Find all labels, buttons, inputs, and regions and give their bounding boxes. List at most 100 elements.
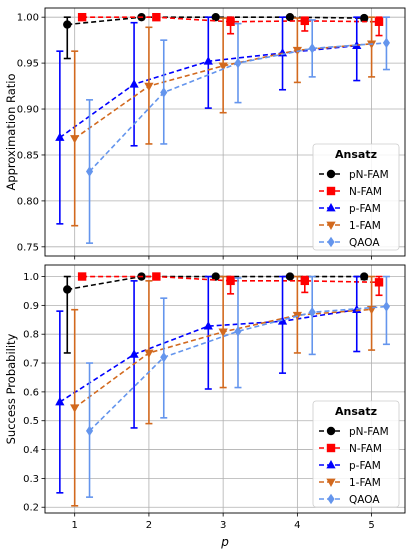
data-point xyxy=(70,404,80,413)
y-tick-label: 0.80 xyxy=(17,196,39,207)
chart-panel-2: 0.2 0.3 0.4 0.5 0.6 0.7 0.8 0.9 1.0 1 2 3 4 5 Success … xyxy=(4,264,406,531)
plot-frame xyxy=(44,264,406,514)
legend-marker xyxy=(326,459,336,469)
y-axis-label: Success Probability xyxy=(4,333,18,444)
series-N-FAM xyxy=(77,12,384,37)
data-point xyxy=(234,326,242,337)
legend-item: p-FAM xyxy=(319,202,381,215)
data-point xyxy=(382,37,391,49)
data-point xyxy=(226,17,235,26)
series-QAOA xyxy=(85,275,391,498)
series-1-FAM xyxy=(70,275,377,507)
chart-panel-1: 0.75 0.80 0.85 0.90 0.95 1.00 Approximation Ra… xyxy=(4,7,406,260)
data-point xyxy=(144,349,154,358)
y-tick-label: 0.9 xyxy=(23,301,39,312)
data-point xyxy=(218,62,228,71)
data-point xyxy=(203,56,213,65)
data-point xyxy=(152,272,161,281)
legend-item: QAOA xyxy=(319,493,380,506)
legend: Ansatz pN-FAM N-FAM p-FAM 1-FAM QAOA xyxy=(312,143,400,251)
legend-label: QAOA xyxy=(349,237,380,249)
data-point xyxy=(226,276,235,286)
y-tick-label: 0.6 xyxy=(23,387,39,398)
legend-label: N-FAM xyxy=(349,186,382,198)
y-tick-label: 0.90 xyxy=(17,105,39,116)
data-point xyxy=(63,20,72,29)
data-point xyxy=(374,278,384,287)
data-point xyxy=(160,352,168,363)
legend-item: 1-FAM xyxy=(319,220,381,232)
y-tick-label: 0.8 xyxy=(23,330,39,341)
data-point xyxy=(211,12,220,22)
data-point xyxy=(85,425,94,437)
legend-item: 1-FAM xyxy=(319,477,381,489)
series-N-FAM xyxy=(77,272,384,297)
legend-marker xyxy=(326,478,336,488)
x-tick-label: 4 xyxy=(294,520,300,531)
legend-marker xyxy=(326,186,336,196)
legend-marker xyxy=(327,236,335,248)
y-tick-label: 0.5 xyxy=(23,416,39,427)
data-point xyxy=(308,307,316,318)
data-point xyxy=(218,328,228,337)
series-p-FAM xyxy=(55,16,362,225)
x-tick-label: 3 xyxy=(220,520,226,531)
legend-label: N-FAM xyxy=(349,443,382,455)
data-point xyxy=(160,87,168,98)
data-point xyxy=(374,17,384,26)
legend-marker xyxy=(326,202,336,212)
legend-label: QAOA xyxy=(349,494,380,506)
x-tick-label: 1 xyxy=(72,520,78,531)
data-point xyxy=(285,272,295,281)
legend-marker xyxy=(327,493,335,505)
data-point xyxy=(129,79,139,88)
x-tick-label: 5 xyxy=(368,520,374,531)
legend-title: Ansatz xyxy=(335,148,377,161)
data-point xyxy=(285,12,295,22)
legend-marker xyxy=(326,221,336,231)
data-point xyxy=(55,396,65,406)
legend-marker xyxy=(326,443,336,453)
series-pN-FAM xyxy=(63,12,369,60)
legend-label: p-FAM xyxy=(349,203,381,215)
data-point xyxy=(77,272,87,281)
y-tick-label: 0.95 xyxy=(17,59,39,70)
series-line xyxy=(88,305,387,432)
data-point xyxy=(77,12,87,22)
legend-item: N-FAM xyxy=(319,186,382,198)
legend-item: p-FAM xyxy=(319,459,381,472)
data-point xyxy=(85,166,94,177)
data-point xyxy=(382,301,391,312)
data-point xyxy=(144,82,154,92)
legend-marker xyxy=(326,169,336,179)
legend-title: Ansatz xyxy=(335,405,377,418)
y-tick-label: 0.85 xyxy=(17,150,39,161)
data-point xyxy=(152,12,161,22)
legend-item: pN-FAM xyxy=(319,169,389,181)
data-point xyxy=(55,132,65,141)
data-point xyxy=(359,272,369,281)
data-point xyxy=(211,272,220,281)
legend-item: N-FAM xyxy=(319,443,382,455)
data-point xyxy=(300,276,309,286)
data-point xyxy=(300,16,309,26)
data-point xyxy=(63,285,72,294)
y-tick-label: 0.2 xyxy=(23,503,39,514)
x-axis-label: p xyxy=(220,535,229,549)
legend-marker xyxy=(326,426,336,436)
series-line xyxy=(59,308,357,403)
y-tick-label: 1.00 xyxy=(17,13,39,24)
legend-label: 1-FAM xyxy=(349,220,381,232)
data-point xyxy=(308,43,316,54)
x-tick-label: 2 xyxy=(146,520,152,531)
legend-label: pN-FAM xyxy=(349,169,389,181)
y-tick-label: 0.3 xyxy=(23,474,39,485)
data-point xyxy=(129,349,139,358)
data-point xyxy=(203,321,213,330)
data-point xyxy=(234,57,242,69)
legend-item: QAOA xyxy=(319,236,380,249)
legend: Ansatz pN-FAM N-FAM p-FAM 1-FAM QAOA xyxy=(312,400,400,508)
legend-label: 1-FAM xyxy=(349,477,381,489)
series-QAOA xyxy=(85,16,391,244)
